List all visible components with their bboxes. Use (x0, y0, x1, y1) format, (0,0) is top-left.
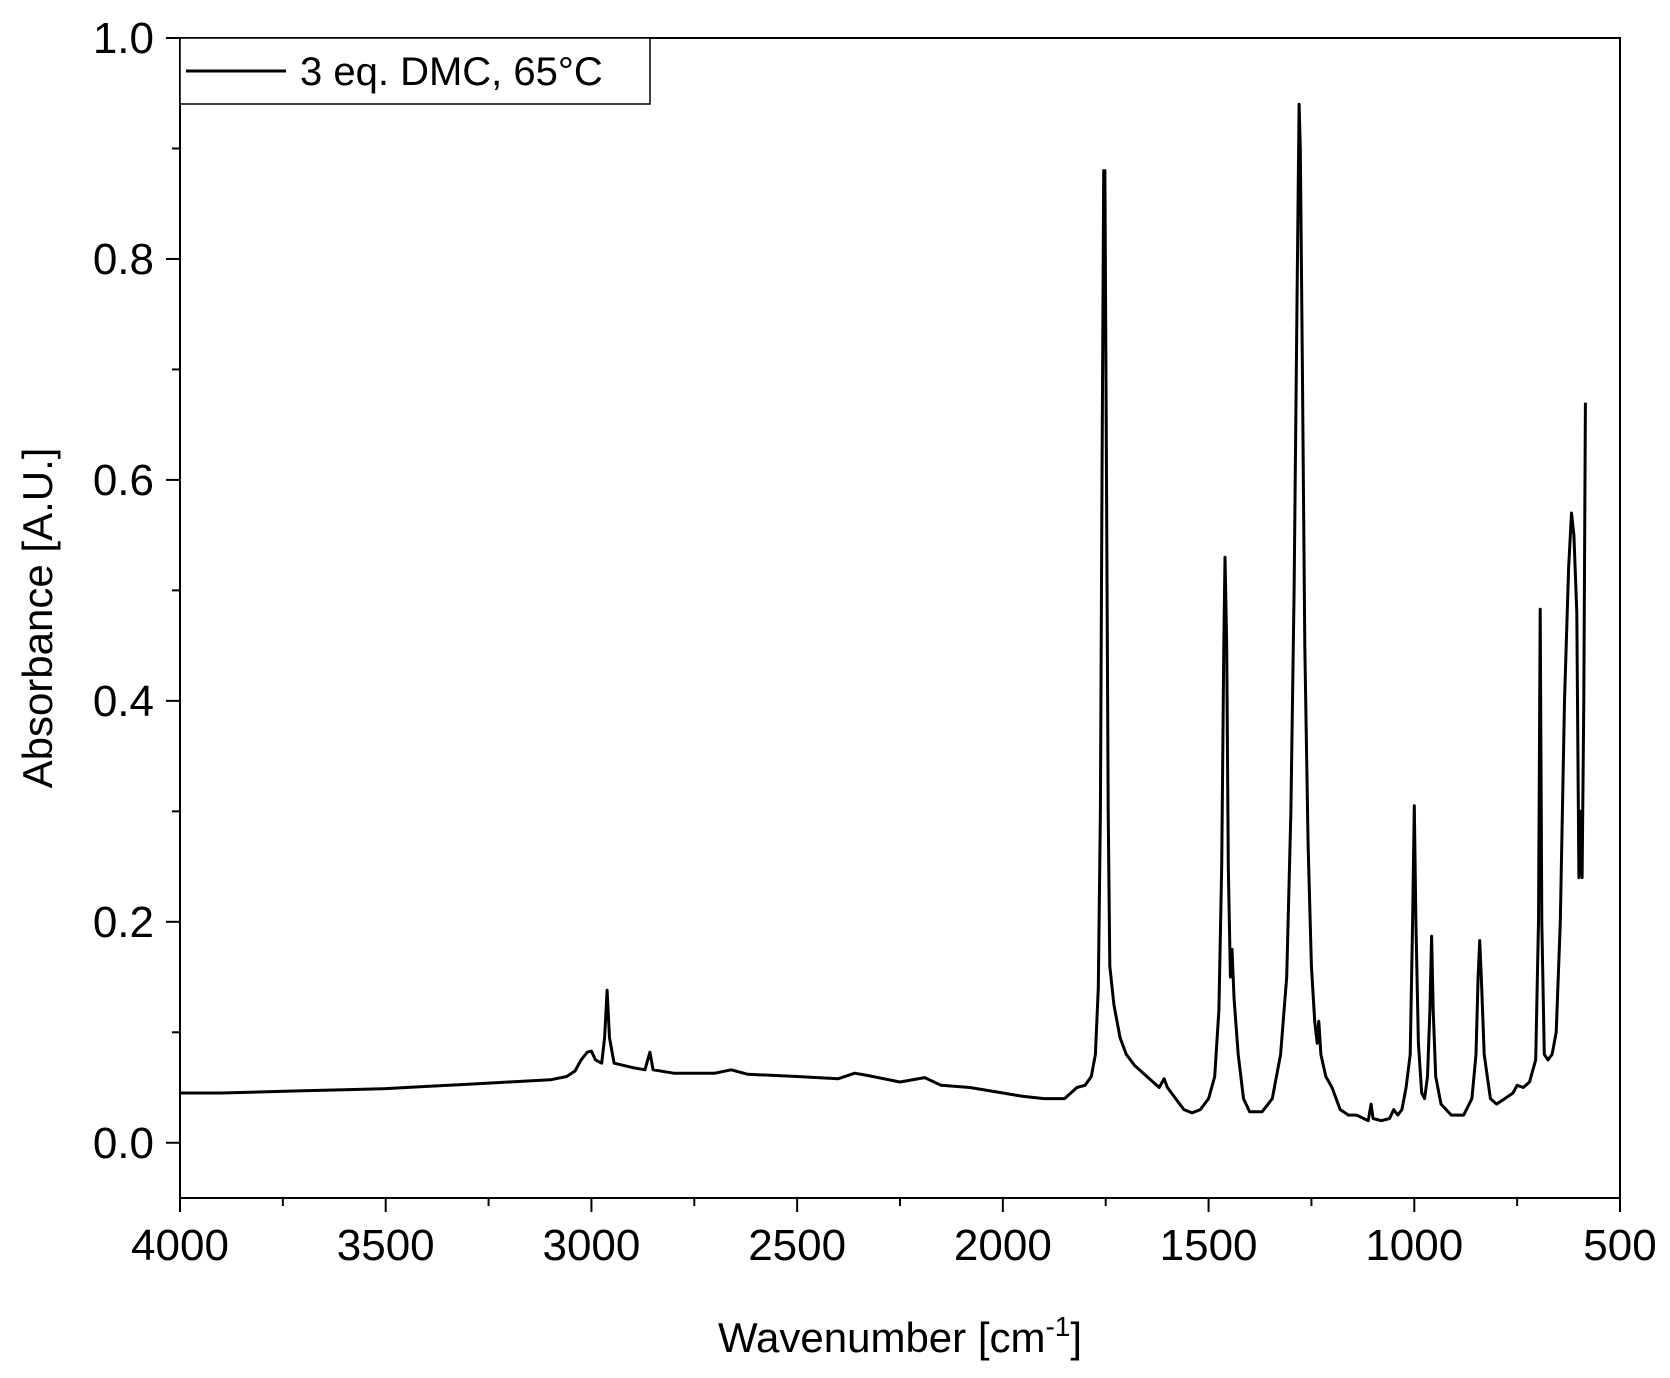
x-tick-label: 1500 (1160, 1221, 1258, 1270)
legend-label: 3 eq. DMC, 65°C (300, 50, 603, 94)
x-tick-label: 2000 (954, 1221, 1052, 1270)
y-tick-label: 0.4 (93, 677, 154, 726)
x-axis: 4000 3500 3000 2500 2000 1500 1000 500 (131, 1198, 1657, 1270)
series-layer (180, 102, 1587, 1123)
plot-area (179, 37, 1621, 1199)
y-tick-label: 0.0 (93, 1119, 154, 1168)
y-tick-label: 0.6 (93, 456, 154, 505)
y-tick-label: 0.2 (93, 898, 154, 947)
x-axis-title-superscript: -1 (1045, 1311, 1070, 1342)
x-tick-label: 500 (1583, 1221, 1656, 1270)
y-tick-label: 1.0 (93, 14, 154, 63)
x-tick-label: 3500 (337, 1221, 435, 1270)
plot-frame (179, 37, 1621, 1199)
legend: 3 eq. DMC, 65°C (179, 37, 651, 105)
x-tick-label: 3000 (542, 1221, 640, 1270)
y-axis: 0.0 0.2 0.4 0.6 0.8 1.0 (93, 14, 180, 1168)
x-tick-label: 4000 (131, 1221, 229, 1270)
y-axis-title: Absorbance [A.U.] (14, 448, 61, 789)
x-axis-title-main: Wavenumber [cm (718, 1314, 1046, 1361)
x-axis-title-suffix: ] (1070, 1314, 1082, 1361)
series-line-0 (180, 102, 1587, 1123)
x-tick-label: 1000 (1365, 1221, 1463, 1270)
x-tick-label: 2500 (748, 1221, 846, 1270)
y-tick-label: 0.8 (93, 235, 154, 284)
x-axis-title: Wavenumber [cm-1] (718, 1311, 1082, 1361)
